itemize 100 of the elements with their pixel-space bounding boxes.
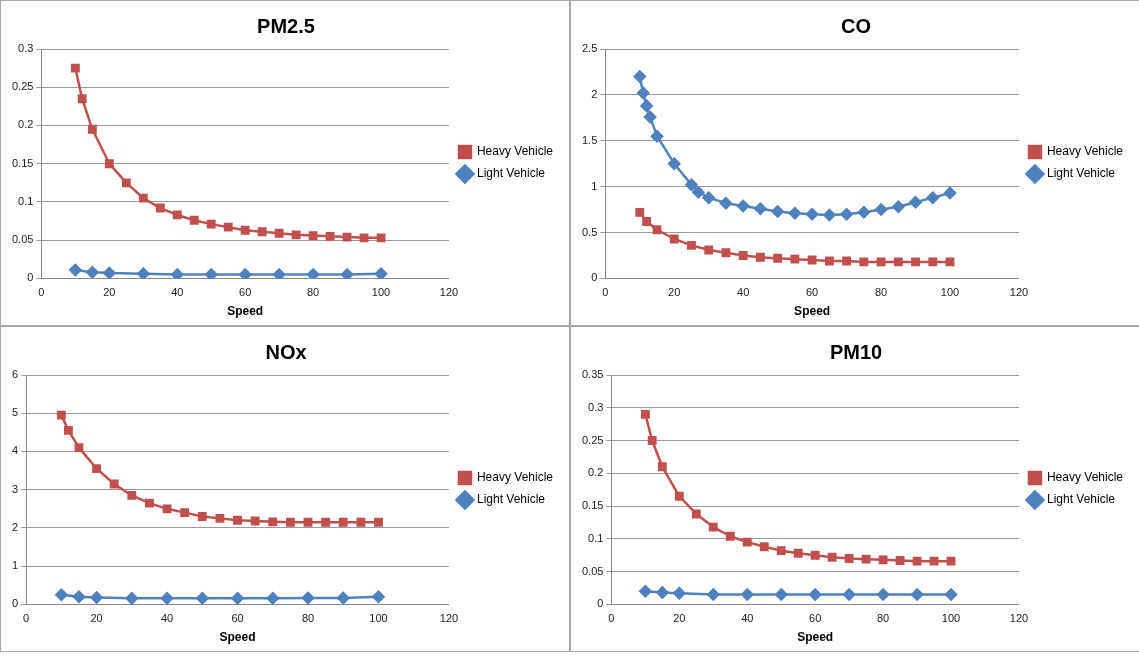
point — [633, 70, 647, 83]
x-tick-label: 60 — [239, 286, 252, 299]
point — [125, 592, 139, 605]
point — [691, 509, 701, 519]
x-tick-label: 20 — [668, 286, 681, 299]
point — [652, 225, 662, 235]
x-tick-label: 20 — [103, 286, 116, 299]
y-tick-label: 4 — [11, 444, 19, 457]
point — [943, 186, 957, 200]
x-tick-label: 100 — [371, 286, 391, 299]
y-tick-label: 0.1 — [588, 531, 604, 544]
point — [840, 207, 853, 221]
point — [911, 257, 920, 267]
point — [92, 464, 102, 474]
y-tick-label: 2 — [11, 520, 19, 533]
x-tick-label: 80 — [301, 612, 315, 625]
point — [759, 542, 769, 552]
x-tick-label: 40 — [737, 286, 750, 299]
x-tick-label: 40 — [160, 612, 174, 625]
point — [667, 157, 681, 170]
point — [876, 588, 890, 601]
point — [656, 586, 669, 599]
point — [685, 178, 698, 192]
point — [308, 231, 318, 241]
legend-label: Light Vehicle — [476, 492, 546, 507]
y-tick-label: 0.05 — [581, 564, 604, 577]
point — [944, 588, 958, 601]
x-tick-label: 20 — [90, 612, 103, 625]
chart-title: PM2.5 — [257, 14, 315, 37]
x-tick-label: 80 — [874, 286, 888, 299]
point — [180, 508, 190, 518]
point — [640, 409, 650, 419]
point — [823, 208, 836, 222]
x-tick-label: 100 — [369, 612, 388, 625]
point — [774, 588, 788, 601]
point — [857, 206, 871, 219]
point — [650, 129, 664, 143]
legend-label: Heavy Vehicle — [476, 144, 554, 159]
point — [121, 178, 131, 188]
point — [138, 193, 148, 203]
point — [356, 517, 366, 527]
y-tick-label: 1.5 — [581, 133, 598, 146]
point — [790, 254, 800, 264]
point — [250, 516, 260, 526]
point — [321, 517, 331, 527]
y-tick-label: 3 — [11, 482, 19, 495]
point — [266, 592, 280, 605]
x-tick-label: 80 — [306, 286, 320, 299]
point — [268, 517, 278, 527]
point — [291, 230, 301, 240]
y-tick-label: 0.3 — [18, 42, 34, 55]
point — [807, 255, 817, 265]
point — [859, 257, 869, 267]
point — [945, 257, 955, 267]
point — [204, 268, 218, 279]
y-tick-label: 0.3 — [588, 400, 604, 413]
x-tick-label: 60 — [806, 286, 819, 299]
point — [90, 591, 103, 604]
point — [793, 548, 803, 558]
y-tick-label: 0.25 — [11, 80, 34, 93]
point — [892, 200, 905, 214]
x-tick-label: 60 — [231, 612, 244, 625]
y-tick-label: 2.5 — [581, 42, 598, 55]
point — [87, 124, 97, 134]
point — [303, 517, 313, 527]
y-tick-label: 1 — [11, 559, 19, 572]
point — [842, 256, 852, 266]
point — [374, 517, 383, 527]
point — [86, 266, 99, 279]
point — [376, 233, 386, 243]
x-tick-label: 40 — [171, 286, 184, 299]
point — [337, 591, 350, 605]
point — [719, 196, 733, 210]
legend-label: Light Vehicle — [1046, 492, 1116, 507]
y-tick-label: 5 — [11, 406, 19, 419]
point — [810, 550, 820, 560]
point — [636, 86, 650, 100]
point — [257, 227, 267, 237]
point — [657, 462, 667, 472]
x-tick-label: 120 — [439, 612, 459, 625]
point — [301, 591, 315, 605]
point — [137, 267, 150, 279]
legend-label: Light Vehicle — [1046, 166, 1116, 181]
point — [63, 426, 73, 435]
point — [647, 436, 657, 445]
y-tick-label: 0.15 — [581, 499, 604, 512]
point — [721, 248, 731, 258]
y-tick-label: 0 — [591, 271, 598, 284]
point — [928, 257, 938, 267]
point — [755, 252, 765, 262]
point — [70, 63, 80, 73]
point — [338, 517, 348, 527]
point — [929, 556, 939, 566]
point — [827, 552, 837, 562]
point — [687, 240, 696, 250]
point — [808, 588, 822, 601]
point — [231, 592, 244, 605]
x-tick-label: 80 — [876, 612, 890, 625]
y-tick-label: 0 — [27, 271, 34, 284]
point — [160, 592, 174, 605]
